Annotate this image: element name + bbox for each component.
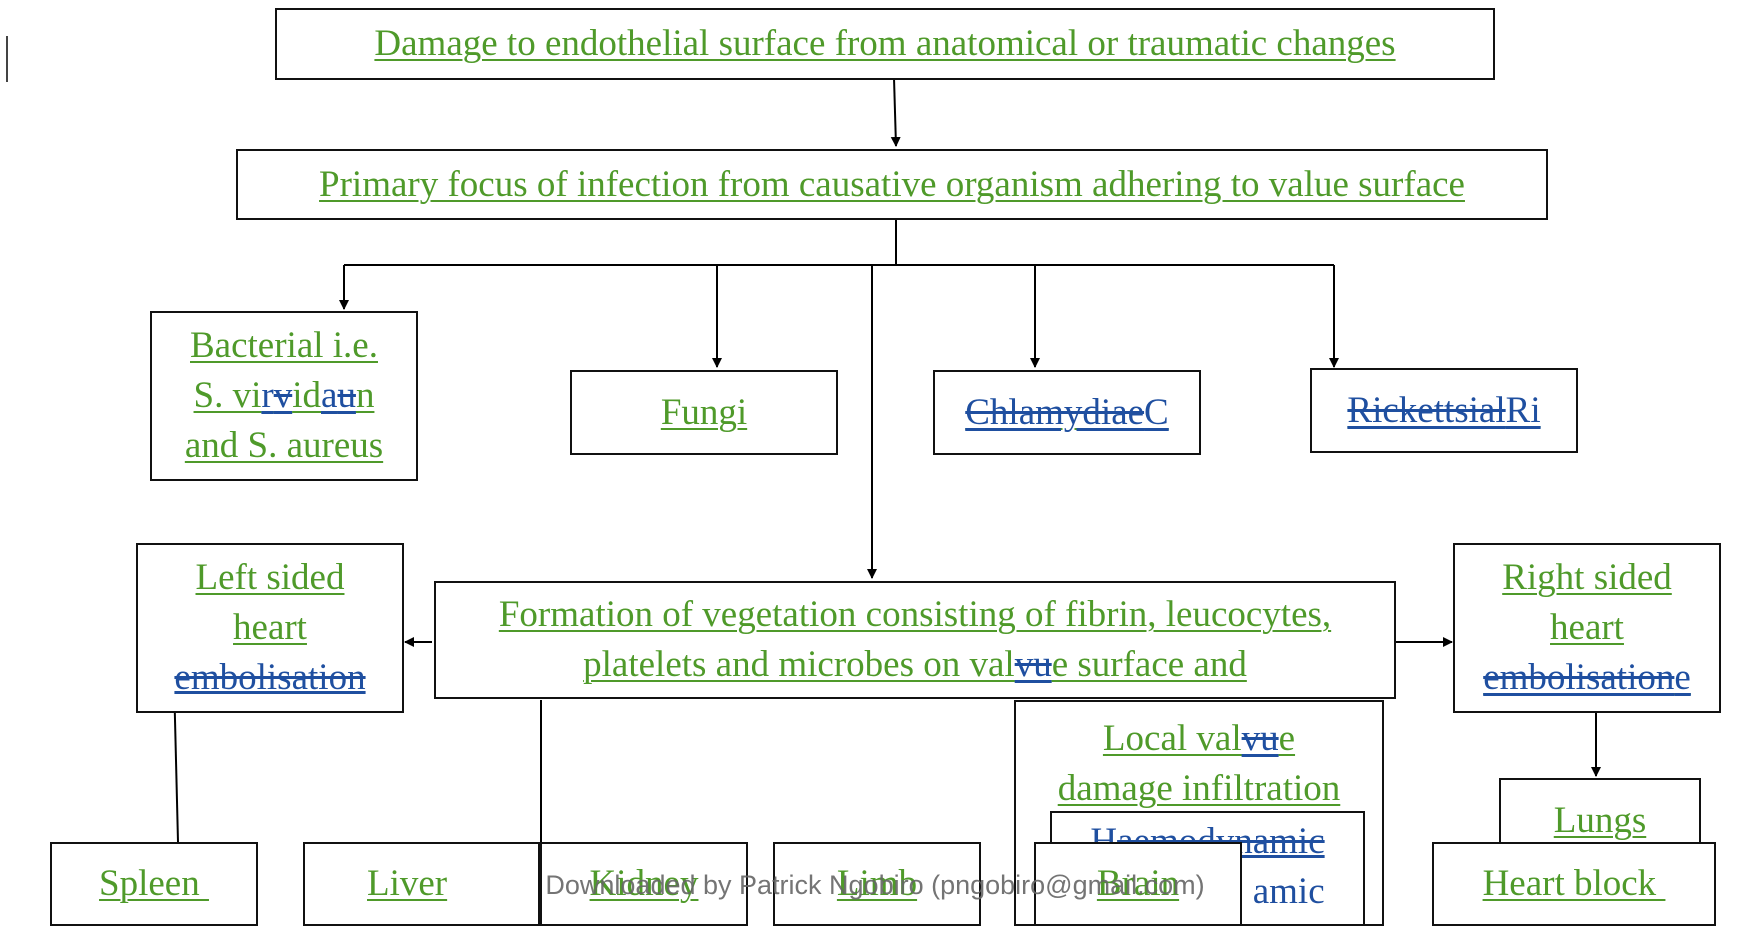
right-embol-inserted: e — [1674, 657, 1691, 698]
bacterial-insert-1: r — [261, 375, 274, 416]
bacterial-line1: Bacterial i.e. — [190, 325, 378, 366]
primary-focus-text: Primary focus of infection from causativ… — [319, 163, 1465, 205]
box-brain: Brain — [1034, 842, 1242, 926]
bacterial-delete-1: v — [273, 375, 293, 416]
left-embol-line1: Left sided — [195, 557, 345, 598]
vegetation-line2-b: e surface and — [1051, 644, 1247, 685]
text-cursor — [6, 36, 8, 82]
box-primary-focus: Primary focus of infection from causativ… — [236, 149, 1548, 220]
left-embol-line3: embolisation — [174, 657, 366, 698]
box-right-embolisation: Right sided heart embolisatione — [1453, 543, 1721, 713]
box-kidney: Kidney — [540, 842, 748, 926]
heart-block-text: Heart block — [1482, 863, 1666, 904]
right-embol-line1: Right sided — [1502, 557, 1672, 598]
box-limb: Limb — [773, 842, 981, 926]
fungi-text: Fungi — [660, 391, 748, 433]
box-vegetation: Formation of vegetation consisting of fi… — [434, 581, 1396, 699]
vegetation-line1: Formation of vegetation consisting of fi… — [498, 594, 1332, 635]
box-endothelial-damage: Damage to endothelial surface from anato… — [275, 8, 1495, 80]
box-fungi: Fungi — [570, 370, 838, 455]
local-valve-line1-b: e — [1278, 718, 1296, 759]
bacterial-delete-2: u — [337, 375, 356, 416]
box-rickettsial: RickettsialRi — [1310, 368, 1578, 453]
bacterial-line2-a: S. vi — [193, 375, 262, 416]
rickettsial-deleted: Rickettsial — [1347, 389, 1506, 431]
bacterial-insert-2: a — [321, 375, 338, 416]
rickettsial-text: RickettsialRi — [1347, 386, 1540, 436]
bacterial-line2-c: n — [355, 375, 375, 416]
bacterial-line2: S. virvidaun — [194, 371, 375, 421]
chlamydiae-text: ChlamydiaeC — [965, 388, 1168, 438]
download-watermark: Downloaded by Patrick Ngobiro (pngobiro@… — [545, 870, 1205, 900]
limb-text: Limb — [836, 863, 918, 904]
chlamydiae-inserted: C — [1144, 391, 1169, 433]
local-valve-line2: damage infiltration — [1057, 768, 1341, 809]
box-liver: Liver — [303, 842, 540, 926]
right-embol-deleted: embolisation — [1483, 657, 1675, 698]
local-valve-line1: Local valvue — [1103, 714, 1295, 764]
spleen-text: Spleen — [99, 863, 209, 904]
chlamydiae-deleted: Chlamydiae — [965, 391, 1145, 433]
box-left-embolisation: Left sided heart embolisation — [136, 543, 404, 713]
arrow-top-to-primary — [890, 77, 901, 147]
local-valve-line1-a: Local val — [1102, 718, 1242, 759]
rickettsial-inserted: Ri — [1505, 389, 1541, 431]
brain-text: Brain — [1096, 863, 1180, 904]
box-spleen: Spleen — [50, 842, 258, 926]
box-chlamydiae: ChlamydiaeC — [933, 370, 1201, 455]
haemodynamic-line2: amic — [1252, 871, 1325, 912]
box-heart-block: Heart block — [1432, 842, 1716, 926]
box-bacterial: Bacterial i.e. S. virvidaun and S. aureu… — [150, 311, 418, 481]
local-valve-delete: vu — [1241, 718, 1279, 759]
endothelial-damage-text: Damage to endothelial surface from anato… — [374, 23, 1396, 64]
left-embol-line2: heart — [233, 607, 307, 648]
right-embol-line2: heart — [1550, 607, 1624, 648]
vegetation-line2: platelets and microbes on valvue surface… — [583, 640, 1247, 690]
vegetation-delete: vu — [1014, 644, 1052, 685]
liver-text: Liver — [367, 863, 448, 904]
lungs-text: Lungs — [1553, 799, 1647, 841]
bacterial-line2-b: id — [292, 375, 321, 416]
kidney-text: Kidney — [589, 863, 699, 904]
vegetation-line2-a: platelets and microbes on val — [583, 644, 1015, 685]
bacterial-line3: and S. aureus — [184, 425, 384, 466]
right-embol-line3: embolisatione — [1483, 653, 1691, 703]
